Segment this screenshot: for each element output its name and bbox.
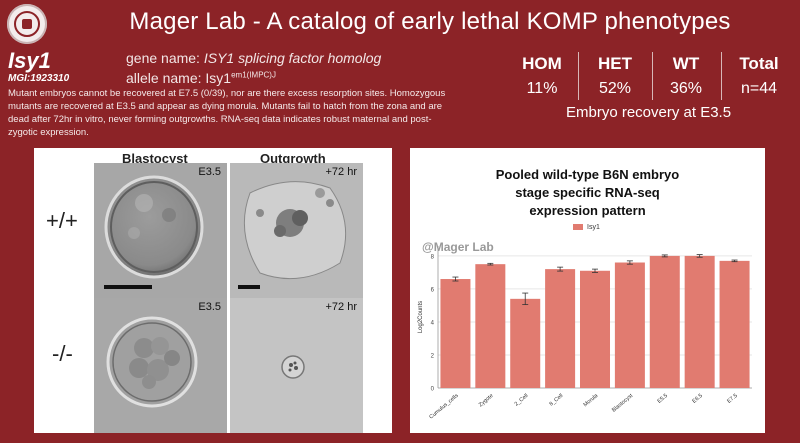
embryo-image-panel: Blastocyst Outgrowth +/+ -/- E3.5 — [34, 148, 392, 433]
stage-label: +72 hr — [325, 301, 358, 313]
chart-title: Pooled wild-type B6N embryo stage specif… — [410, 166, 765, 220]
bar — [440, 279, 471, 388]
bar — [545, 269, 576, 388]
stat-value: 11% — [526, 80, 558, 97]
y-tick-label: 0 — [431, 387, 435, 393]
stage-label: +72 hr — [325, 166, 358, 178]
stat-value: 52% — [598, 80, 632, 97]
page-title: Mager Lab - A catalog of early lethal KO… — [129, 8, 731, 35]
x-tick-label: 2_Cell — [514, 393, 530, 408]
gene-name-value: ISY1 splicing factor homolog — [203, 50, 382, 66]
chart-title-line: Pooled wild-type B6N embryo — [495, 167, 680, 182]
allele-base: Isy1 — [205, 70, 232, 86]
chart-title-line: stage specific RNA-seq — [515, 185, 660, 200]
column-label-blastocyst: Blastocyst — [122, 151, 188, 166]
allele-name: allele name: Isy1em1(IMPC)J — [126, 70, 276, 86]
micrograph-wt-outgrowth: +72 hr — [230, 163, 363, 298]
x-tick-label: Cumulus_cells — [428, 393, 459, 421]
x-tick-label: 8_Cell — [549, 393, 565, 408]
stat-header: Total — [739, 54, 779, 73]
bar — [719, 260, 750, 388]
gene-name-label: gene name: — [126, 50, 204, 66]
scale-bar — [104, 285, 152, 289]
mgi-id: MGI:1923310 — [8, 73, 70, 84]
micrograph-mut-outgrowth: +72 hr — [230, 298, 363, 433]
bar — [510, 298, 541, 388]
phenotype-description: Mutant embryos cannot be recovered at E7… — [8, 88, 446, 138]
recovery-stats-table: HOM 11% HET 52% WT 36% Total n=44 — [512, 52, 796, 100]
stat-hom: HOM 11% — [512, 52, 572, 100]
bar — [475, 264, 506, 388]
bar-chart: 0 2 4 6 8 Log2Counts Cumulus_cells Zygote 2_Cell… — [418, 246, 752, 421]
stat-header: HET — [598, 54, 632, 73]
legend-label: Isy1 — [587, 224, 600, 231]
scale-bar — [238, 285, 260, 289]
chart-watermark: @Mager Lab — [422, 240, 494, 254]
y-tick-label: 2 — [431, 353, 435, 359]
y-tick-label: 4 — [431, 320, 435, 326]
stat-wt: WT 36% — [654, 52, 718, 100]
stage-label: E3.5 — [198, 166, 221, 178]
stat-header: HOM — [522, 54, 562, 73]
bar — [684, 255, 715, 388]
university-seal-logo — [7, 4, 47, 44]
stat-header: WT — [672, 54, 700, 73]
micrograph-mut-blastocyst: E3.5 — [94, 298, 227, 433]
rnaseq-chart-panel: Pooled wild-type B6N embryo stage specif… — [410, 148, 765, 433]
row-label-wildtype: +/+ — [46, 208, 78, 233]
stat-total: Total n=44 — [724, 52, 794, 100]
bar — [649, 255, 680, 388]
gene-symbol: Isy1 — [8, 48, 51, 73]
y-axis-label: Log2Counts — [418, 301, 424, 333]
x-tick-label: Morula — [583, 392, 600, 408]
gene-name: gene name: ISY1 splicing factor homolog — [126, 50, 381, 66]
bar — [614, 262, 645, 388]
chart-legend: Isy1 — [573, 224, 600, 231]
y-tick-label: 8 — [431, 254, 435, 260]
x-tick-label: Blastocyst — [611, 393, 634, 414]
x-tick-label: E6.5 — [691, 393, 704, 405]
stat-het: HET 52% — [580, 52, 650, 100]
y-tick-label: 6 — [431, 287, 435, 293]
x-tick-label: E5.5 — [657, 393, 670, 405]
legend-swatch — [573, 224, 583, 231]
x-tick-label: E7.5 — [726, 393, 739, 405]
chart-title-line: expression pattern — [529, 203, 646, 218]
x-tick-label: Zygote — [478, 393, 495, 408]
stage-label: E3.5 — [198, 301, 221, 313]
allele-superscript: em1(IMPC)J — [231, 70, 276, 80]
row-label-mutant: -/- — [52, 341, 73, 366]
stat-value: 36% — [669, 80, 703, 97]
bar — [579, 270, 611, 388]
column-label-outgrowth: Outgrowth — [260, 151, 326, 166]
recovery-caption: Embryo recovery at E3.5 — [566, 104, 732, 121]
stat-value: n=44 — [740, 80, 778, 97]
allele-name-label: allele name: — [126, 70, 206, 86]
micrograph-wt-blastocyst: E3.5 — [94, 163, 227, 298]
